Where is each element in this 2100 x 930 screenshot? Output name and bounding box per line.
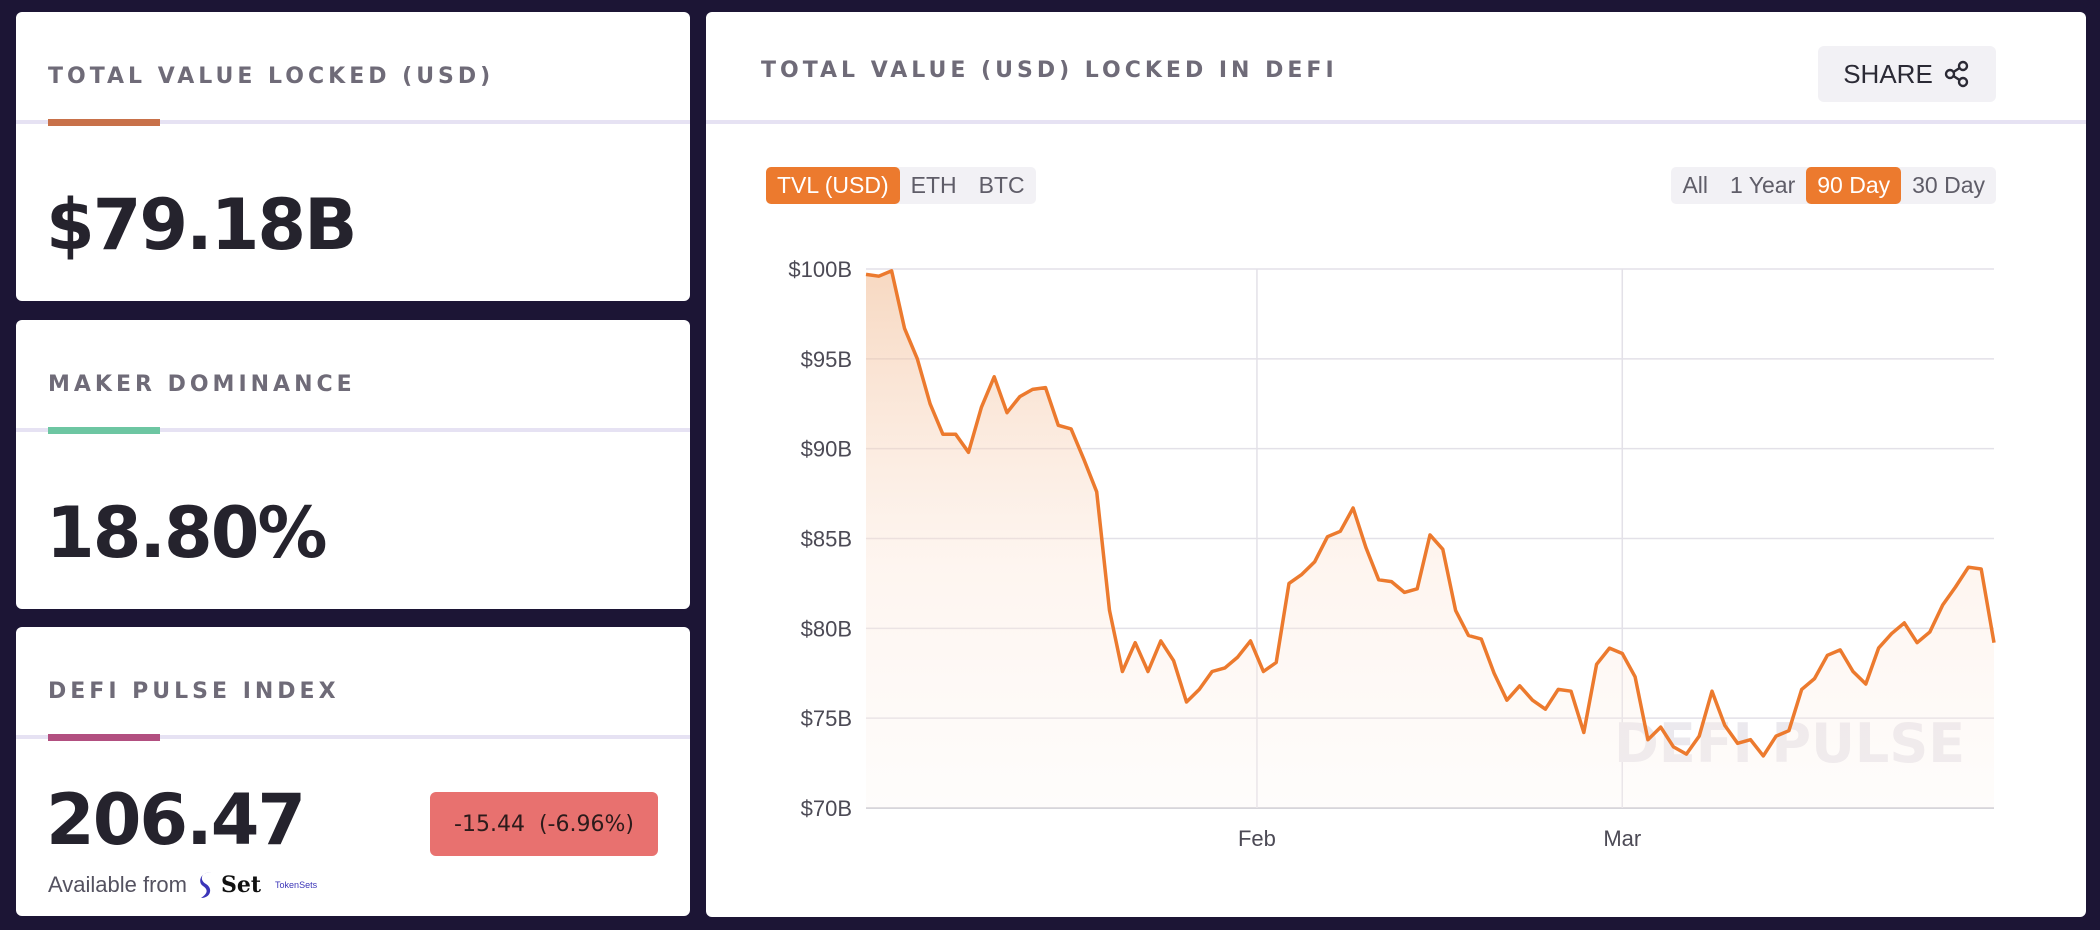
set-logo-link[interactable]: Set TokenSets — [197, 870, 317, 900]
maker-dominance-value: 18.80% — [46, 492, 328, 574]
tvl-label: TOTAL VALUE LOCKED (USD) — [48, 64, 495, 89]
range-option-30-day[interactable]: 30 Day — [1912, 172, 1985, 198]
tvl-card: TOTAL VALUE LOCKED (USD) $79.18B — [16, 12, 690, 301]
y-tick-label: $70B — [801, 796, 852, 821]
tvl-value: $79.18B — [46, 184, 357, 266]
set-logo-icon — [200, 872, 211, 898]
accent-bar — [48, 119, 160, 126]
metric-option-btc[interactable]: BTC — [978, 172, 1025, 198]
range-option-1-year[interactable]: 1 Year — [1730, 172, 1796, 198]
accent-bar — [48, 427, 160, 434]
maker-dominance-card: MAKER DOMINANCE 18.80% — [16, 320, 690, 609]
tvl-line — [865, 269, 1996, 758]
available-from-label: Available from — [48, 872, 187, 897]
share-label: SHARE — [1843, 58, 1933, 89]
change-badge: -15.44 (-6.96%) — [430, 792, 658, 856]
defi-pulse-index-card: DEFI PULSE INDEX 206.47 -15.44 (-6.96%) … — [16, 627, 690, 916]
divider — [16, 428, 690, 432]
defi-pulse-index-label: DEFI PULSE INDEX — [48, 679, 340, 704]
x-tick-label: Mar — [1603, 826, 1641, 851]
y-tick-label: $90B — [801, 437, 852, 462]
range-option-all[interactable]: All — [1682, 172, 1708, 198]
y-tick-label: $80B — [801, 616, 852, 641]
defi-pulse-index-value: 206.47 — [46, 779, 306, 861]
divider — [16, 735, 690, 739]
tokensets-label: TokenSets — [275, 880, 318, 890]
x-tick-label: Feb — [1238, 826, 1276, 851]
metric-option-tvl[interactable]: TVL (USD) — [766, 167, 900, 204]
metric-option-eth[interactable]: ETH — [910, 172, 957, 198]
available-from: Available from Set TokenSets — [48, 870, 317, 900]
divider — [16, 120, 690, 124]
divider — [706, 120, 2086, 124]
tvl-chart-card: TOTAL VALUE (USD) LOCKED IN DEFI SHARE T… — [706, 12, 2086, 917]
set-wordmark: Set — [221, 872, 262, 898]
tvl-chart: DEFI PULSE $100B$95B$90B$85B$80B$75B$70B… — [788, 257, 1996, 851]
chart-title: TOTAL VALUE (USD) LOCKED IN DEFI — [761, 58, 1338, 83]
share-icon — [1944, 60, 1968, 88]
y-tick-label: $75B — [801, 706, 852, 731]
metric-selector: TVL (USD) ETH BTC — [766, 167, 1036, 204]
y-tick-label: $100B — [788, 257, 852, 282]
y-tick-label: $85B — [801, 527, 852, 552]
range-option-90-day[interactable]: 90 Day — [1806, 167, 1902, 204]
accent-bar — [48, 734, 160, 741]
y-tick-label: $95B — [801, 347, 852, 372]
share-button[interactable]: SHARE — [1818, 46, 1996, 102]
maker-dominance-label: MAKER DOMINANCE — [48, 372, 356, 397]
range-selector: All 1 Year 90 Day 30 Day — [1671, 167, 1996, 204]
